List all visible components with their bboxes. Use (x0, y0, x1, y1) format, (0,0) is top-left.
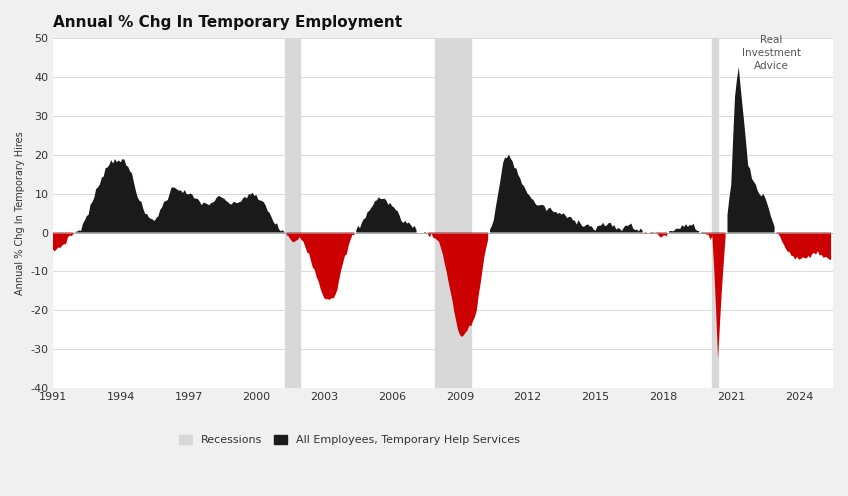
Bar (285, 38, 300, 388)
Y-axis label: Annual % Chg In Temporary Hires: Annual % Chg In Temporary Hires (15, 131, 25, 295)
Text: Annual % Chg In Temporary Employment: Annual % Chg In Temporary Employment (53, 15, 402, 30)
Text: Real
Investment
Advice: Real Investment Advice (742, 35, 801, 71)
Bar (712, 38, 718, 388)
Bar (436, 38, 471, 388)
Legend: Recessions, All Employees, Temporary Help Services: Recessions, All Employees, Temporary Hel… (179, 435, 520, 445)
